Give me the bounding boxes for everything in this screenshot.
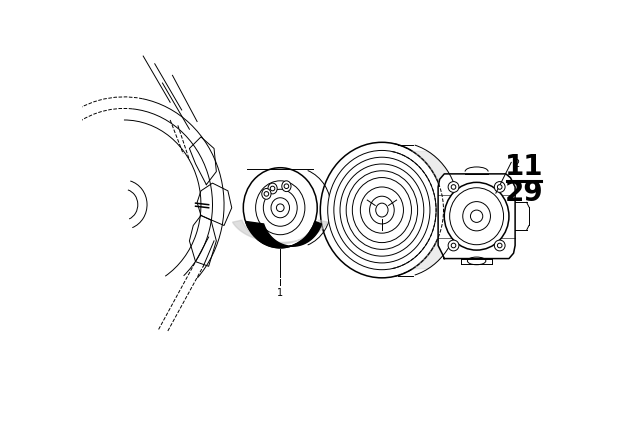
Ellipse shape bbox=[328, 151, 436, 270]
Ellipse shape bbox=[243, 168, 317, 248]
Ellipse shape bbox=[497, 185, 502, 190]
Text: 1: 1 bbox=[277, 288, 284, 298]
Ellipse shape bbox=[444, 182, 509, 250]
Ellipse shape bbox=[448, 240, 459, 251]
Ellipse shape bbox=[346, 171, 418, 250]
Ellipse shape bbox=[334, 157, 430, 263]
Ellipse shape bbox=[497, 243, 502, 248]
Ellipse shape bbox=[320, 142, 444, 278]
Ellipse shape bbox=[470, 210, 483, 222]
Polygon shape bbox=[246, 221, 321, 248]
Ellipse shape bbox=[268, 183, 277, 194]
Ellipse shape bbox=[276, 204, 284, 211]
Ellipse shape bbox=[463, 202, 490, 231]
Ellipse shape bbox=[450, 188, 504, 245]
Polygon shape bbox=[438, 174, 515, 258]
Ellipse shape bbox=[270, 186, 275, 191]
Ellipse shape bbox=[340, 164, 424, 256]
Ellipse shape bbox=[369, 196, 394, 224]
Polygon shape bbox=[189, 215, 216, 266]
Ellipse shape bbox=[448, 181, 459, 192]
Ellipse shape bbox=[263, 189, 297, 226]
Text: 2: 2 bbox=[513, 159, 519, 169]
Text: 29: 29 bbox=[505, 178, 543, 207]
Polygon shape bbox=[232, 220, 328, 244]
Ellipse shape bbox=[494, 240, 505, 251]
Ellipse shape bbox=[376, 203, 388, 217]
Ellipse shape bbox=[360, 187, 403, 233]
Polygon shape bbox=[413, 151, 459, 269]
Ellipse shape bbox=[262, 189, 271, 199]
Ellipse shape bbox=[282, 181, 291, 192]
Ellipse shape bbox=[255, 181, 305, 235]
Ellipse shape bbox=[264, 192, 269, 196]
Ellipse shape bbox=[451, 185, 456, 190]
Polygon shape bbox=[189, 137, 216, 185]
Ellipse shape bbox=[353, 177, 412, 243]
Text: 11: 11 bbox=[505, 153, 543, 181]
Polygon shape bbox=[197, 183, 232, 225]
Ellipse shape bbox=[451, 243, 456, 248]
Ellipse shape bbox=[494, 181, 505, 192]
Ellipse shape bbox=[284, 184, 289, 189]
Ellipse shape bbox=[271, 198, 289, 218]
